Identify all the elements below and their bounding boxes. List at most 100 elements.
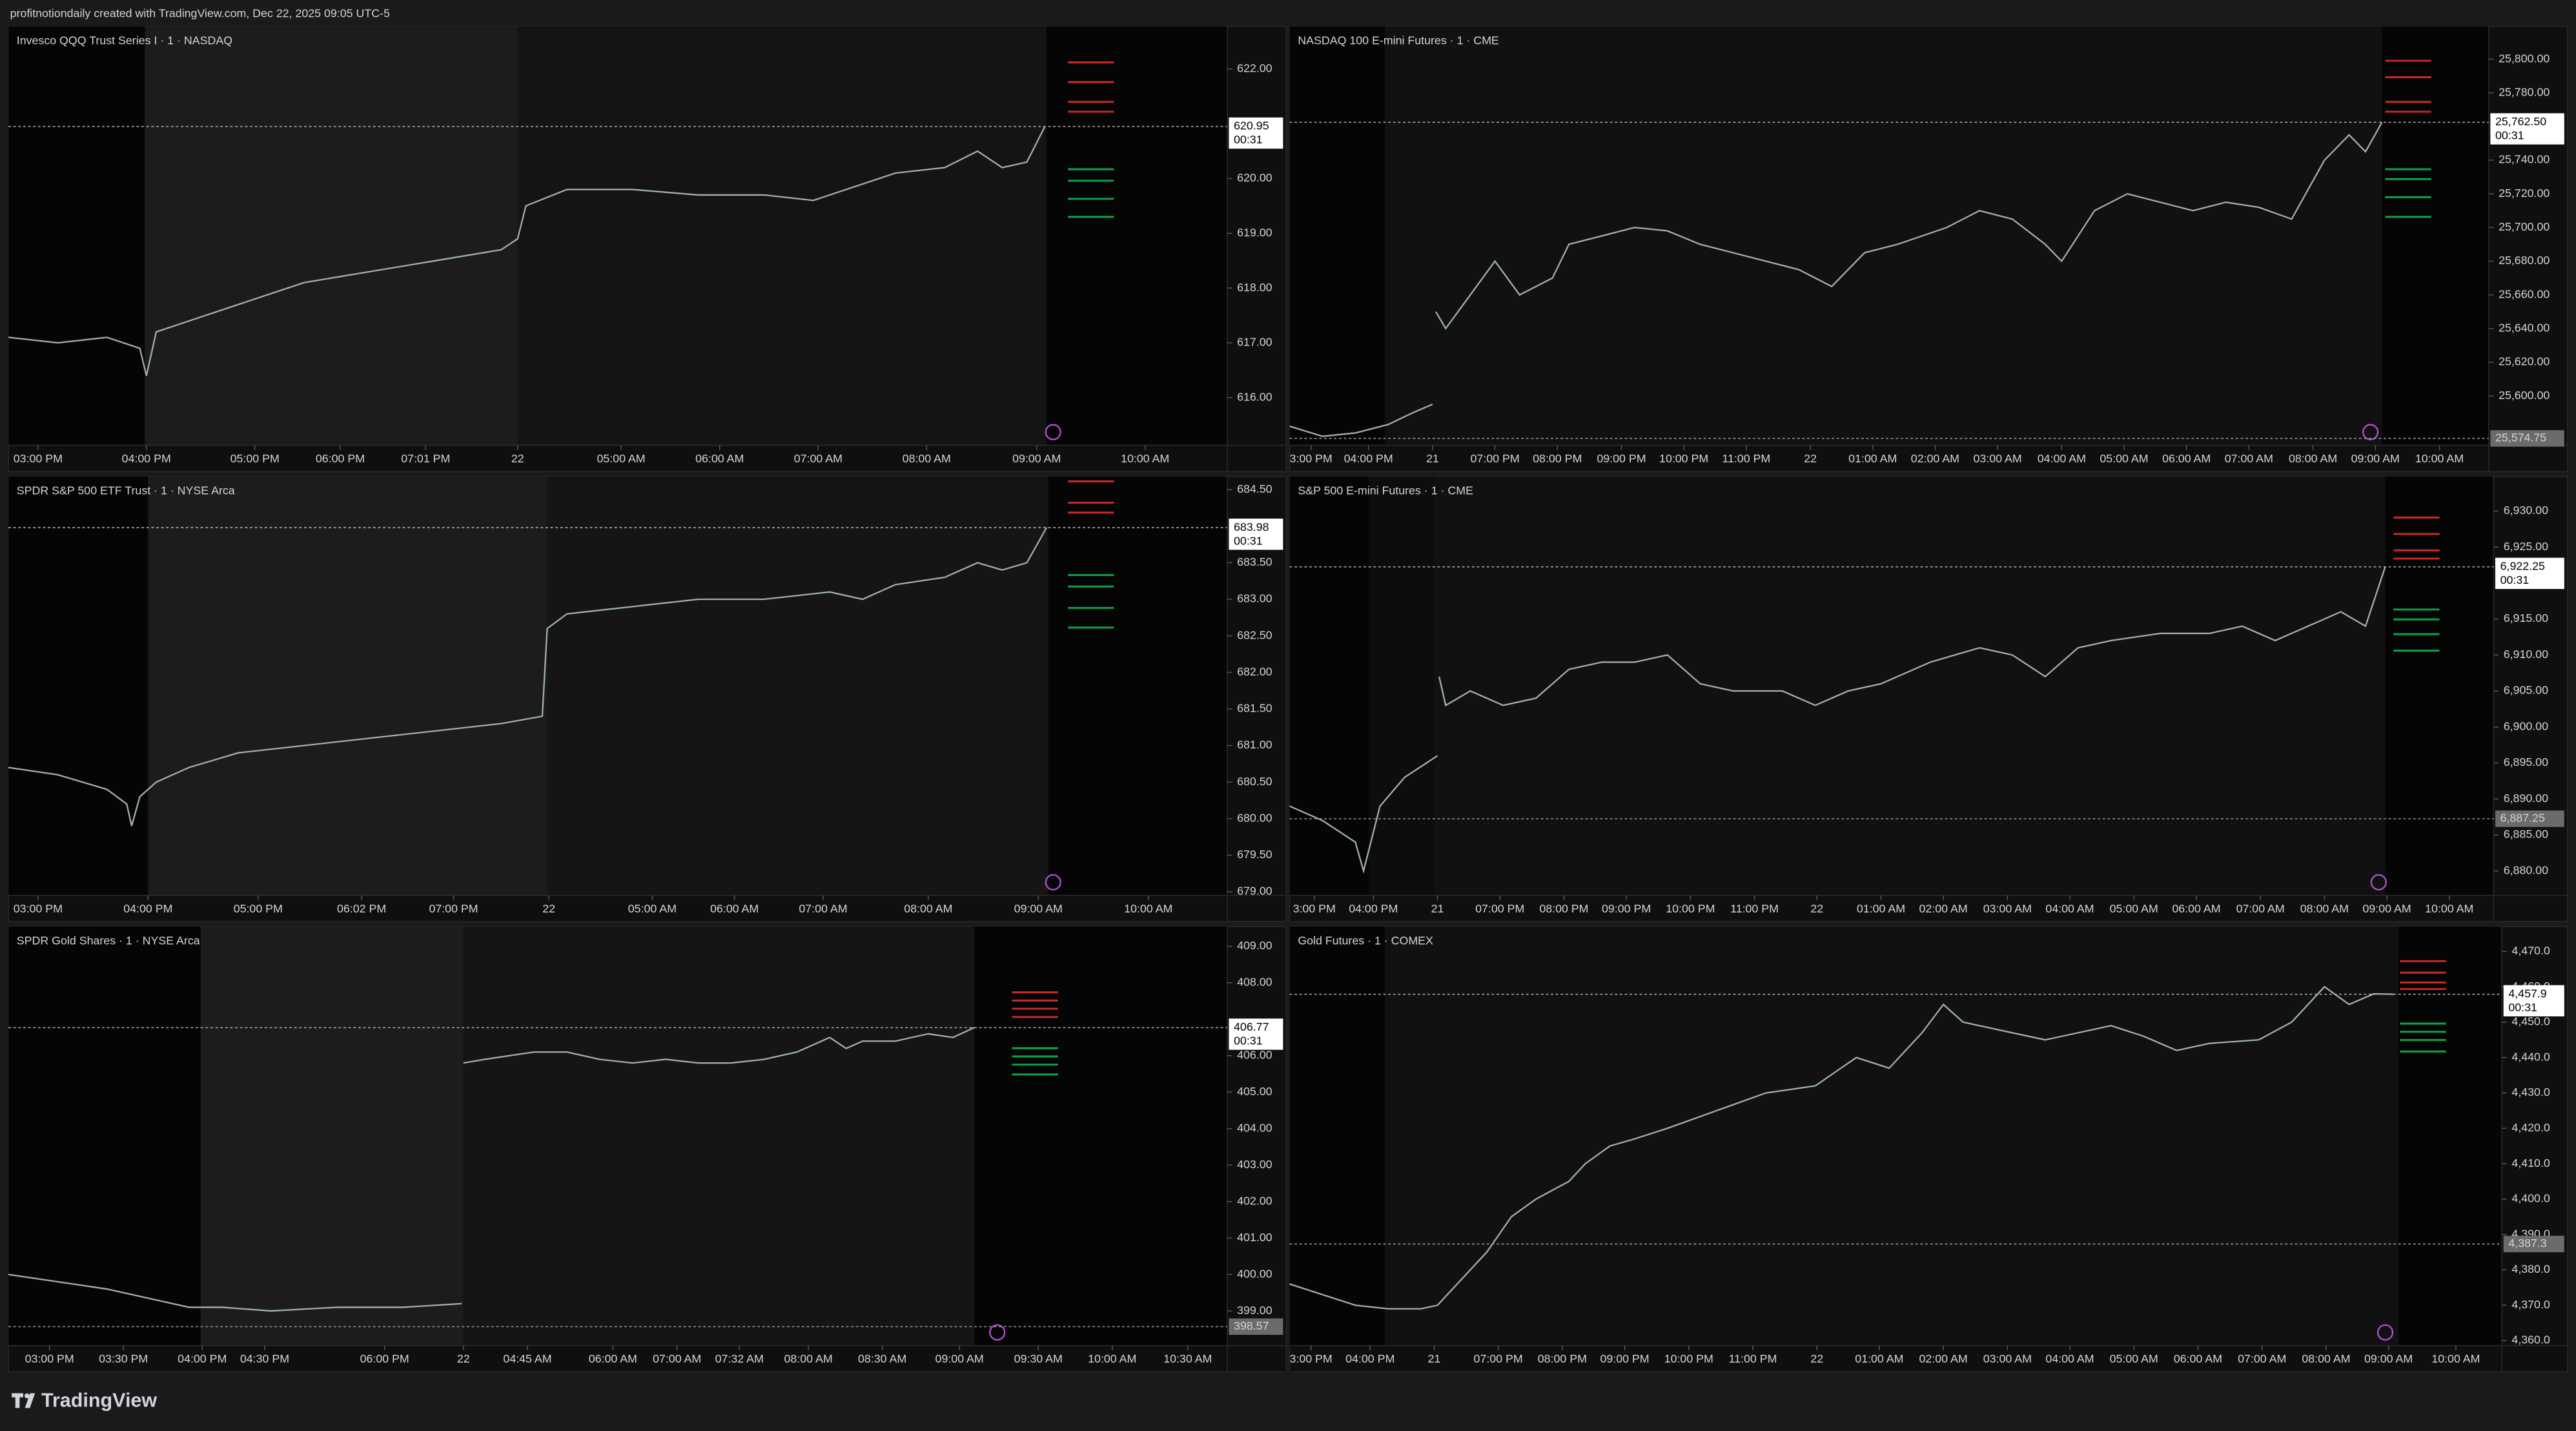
last-price-label: 25,762.50 — [2495, 115, 2546, 128]
y-tick-label: 622.00 — [1237, 62, 1273, 75]
price-line — [1289, 985, 2394, 1310]
price-line — [1289, 566, 2386, 874]
x-tick-label: 03:00 PM — [14, 452, 63, 465]
y-tick-label: 681.00 — [1237, 738, 1273, 751]
x-tick-label: 07:00 AM — [2238, 1352, 2286, 1365]
x-tick-label: 09:00 AM — [2364, 1352, 2413, 1365]
chart-title: SPDR Gold Shares · 1 · NYSE Arca — [17, 934, 200, 947]
alert-icon — [1045, 874, 1061, 891]
x-tick-label: 21 — [1426, 452, 1439, 465]
alert-icon — [989, 1324, 1006, 1341]
x-tick-label: 10:00 AM — [2425, 902, 2473, 915]
session-shade — [148, 476, 547, 896]
chart-title: S&P 500 E-mini Futures · 1 · CME — [1298, 484, 1473, 497]
y-tick-label: 6,915.00 — [2504, 612, 2548, 624]
price-line — [8, 1027, 975, 1312]
y-tick-label: 25,620.00 — [2499, 355, 2550, 368]
x-tick-label: 01:00 AM — [1855, 1352, 1903, 1365]
x-tick-label: 09:00 PM — [1600, 1352, 1649, 1365]
x-tick-label: 07:00 AM — [2225, 452, 2273, 465]
session-shade — [145, 26, 518, 446]
x-tick-label: 09:00 AM — [2362, 902, 2411, 915]
session-shade — [1289, 476, 1369, 896]
x-tick-label: 09:00 AM — [2351, 452, 2400, 465]
x-tick-label: 22 — [542, 902, 555, 915]
countdown: 00:31 — [1234, 133, 1263, 146]
countdown: 00:31 — [2495, 129, 2524, 142]
x-tick-label: 05:00 AM — [597, 452, 645, 465]
y-tick-label: 6,910.00 — [2504, 648, 2548, 661]
y-tick-label: 406.00 — [1237, 1049, 1273, 1062]
y-tick-label: 399.00 — [1237, 1304, 1273, 1317]
x-tick-label: 06:00 AM — [695, 452, 744, 465]
last-price-tag — [1229, 519, 1283, 550]
y-tick-label: 4,420.0 — [2511, 1121, 2550, 1134]
level-label: 4,387.3 — [2508, 1237, 2546, 1250]
session-shade — [2382, 26, 2489, 446]
x-tick-label: 08:00 PM — [1539, 902, 1588, 915]
session-shade — [1289, 926, 1385, 1346]
y-tick-label: 617.00 — [1237, 336, 1273, 349]
x-tick-label: 22 — [1810, 902, 1823, 915]
last-price-label: 683.98 — [1234, 520, 1269, 533]
y-tick-label: 679.00 — [1237, 885, 1273, 898]
y-tick-label: 25,600.00 — [2499, 389, 2550, 402]
y-tick-label: 682.50 — [1237, 628, 1273, 641]
y-tick-label: 402.00 — [1237, 1194, 1273, 1207]
chart-title: SPDR S&P 500 ETF Trust · 1 · NYSE Arca — [17, 484, 235, 497]
y-tick-label: 4,360.0 — [2511, 1333, 2550, 1346]
alert-icon — [2362, 424, 2379, 440]
x-tick-label: 10:00 AM — [1124, 902, 1172, 915]
y-tick-label: 6,905.00 — [2504, 684, 2548, 697]
x-tick-label: 10:00 AM — [2415, 452, 2464, 465]
x-tick-label: 07:01 PM — [401, 452, 450, 465]
x-tick-label: 04:00 PM — [1349, 902, 1398, 915]
x-tick-label: 03:00 AM — [1973, 452, 2021, 465]
x-tick-label: 10:00 AM — [2431, 1352, 2480, 1365]
y-tick-label: 25,800.00 — [2499, 52, 2550, 65]
x-tick-label: 08:00 AM — [903, 452, 951, 465]
x-tick-label: 10:00 PM — [1664, 1352, 1713, 1365]
last-price-label: 406.77 — [1234, 1020, 1269, 1033]
x-tick-label: 07:00 AM — [799, 902, 847, 915]
y-tick-label: 682.00 — [1237, 665, 1273, 678]
x-tick-label: 02:00 AM — [1919, 902, 1968, 915]
x-tick-label: 22 — [1810, 1352, 1823, 1365]
y-tick-label: 4,430.0 — [2511, 1086, 2550, 1098]
x-tick-label: 01:00 AM — [1857, 902, 1905, 915]
x-tick-label: 3:00 PM — [1289, 1352, 1332, 1365]
y-tick-label: 4,410.0 — [2511, 1157, 2550, 1169]
countdown: 00:31 — [2500, 573, 2530, 586]
x-tick-label: 09:00 PM — [1597, 452, 1646, 465]
brand: TradingView — [41, 1389, 157, 1411]
y-tick-label: 4,380.0 — [2511, 1262, 2550, 1275]
session-shade — [1385, 926, 2398, 1346]
x-tick-label: 11:00 PM — [1722, 452, 1770, 465]
x-tick-label: 05:00 AM — [628, 902, 677, 915]
level-label: 25,574.75 — [2495, 431, 2546, 444]
session-shade — [974, 926, 1227, 1346]
alert-icon — [2377, 1324, 2394, 1341]
y-tick-label: 680.00 — [1237, 811, 1273, 824]
header-text: profitnotiondaily created with TradingVi… — [10, 6, 390, 19]
x-tick-label: 05:00 PM — [234, 902, 283, 915]
y-tick-label: 404.00 — [1237, 1121, 1273, 1134]
x-tick-label: 22 — [457, 1352, 470, 1365]
level-tag — [1229, 1318, 1283, 1335]
level-tag — [2495, 810, 2564, 827]
y-tick-label: 405.00 — [1237, 1085, 1273, 1098]
x-tick-label: 03:00 PM — [25, 1352, 74, 1365]
price-line — [8, 126, 1046, 376]
y-tick-label: 6,885.00 — [2504, 828, 2548, 841]
x-tick-label: 08:00 AM — [2300, 902, 2349, 915]
y-tick-label: 25,700.00 — [2499, 220, 2550, 233]
x-tick-label: 06:00 PM — [316, 452, 365, 465]
last-price-tag — [2503, 985, 2564, 1016]
y-tick-label: 4,370.0 — [2511, 1298, 2550, 1311]
y-tick-label: 25,680.00 — [2499, 254, 2550, 267]
x-tick-label: 03:00 AM — [1983, 1352, 2032, 1365]
charts: 616.00 617.00 618.00 619.00 620.00 622.00 03:0… — [8, 25, 2568, 1373]
x-tick-label: 02:00 AM — [1911, 452, 1959, 465]
x-tick-label: 04:00 AM — [2045, 902, 2094, 915]
